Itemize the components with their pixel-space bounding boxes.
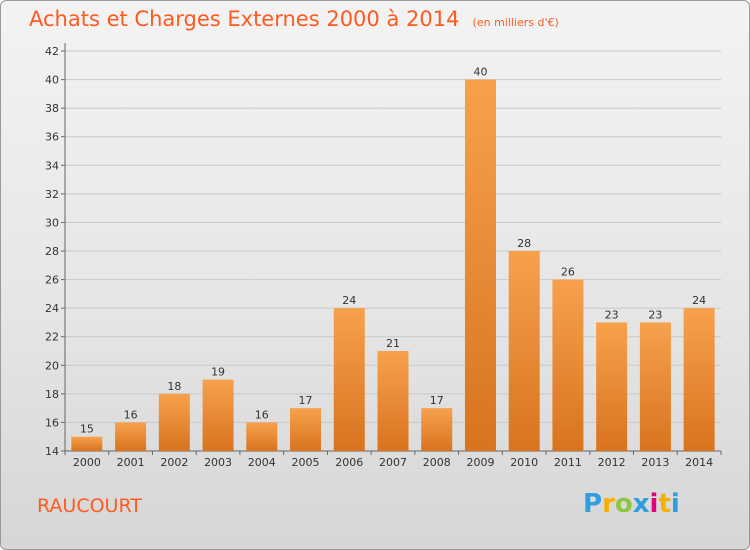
logo-letter: i <box>649 489 659 519</box>
chart-title: Achats et Charges Externes 2000 à 2014 <box>29 7 460 31</box>
chart-title-block: Achats et Charges Externes 2000 à 2014 (… <box>29 7 559 31</box>
x-tick-label: 2014 <box>685 456 713 469</box>
y-tick-label: 40 <box>45 74 59 87</box>
y-tick-label: 34 <box>45 159 59 172</box>
bar <box>115 422 147 451</box>
proxiti-logo: Proxiti <box>583 489 680 519</box>
bar-value-label: 28 <box>517 237 531 250</box>
commune-name: RAUCOURT <box>37 495 142 517</box>
bar-value-label: 26 <box>561 266 575 279</box>
bar-value-label: 24 <box>342 294 356 307</box>
y-tick-label: 22 <box>45 331 59 344</box>
logo-letter: r <box>602 489 615 519</box>
bar-value-label: 15 <box>80 423 94 436</box>
x-tick-label: 2007 <box>379 456 407 469</box>
bar <box>683 308 715 451</box>
bar <box>639 322 671 451</box>
bar <box>290 408 322 451</box>
x-tick-label: 2003 <box>204 456 232 469</box>
bar-value-label: 40 <box>473 66 487 79</box>
bar-value-label: 17 <box>299 394 313 407</box>
y-tick-label: 36 <box>45 131 59 144</box>
bar <box>508 251 540 451</box>
y-tick-label: 14 <box>45 445 59 458</box>
x-tick-label: 2002 <box>160 456 188 469</box>
bar-value-label: 18 <box>167 380 181 393</box>
y-tick-label: 24 <box>45 302 59 315</box>
x-tick-label: 2011 <box>554 456 582 469</box>
bar <box>421 408 453 451</box>
y-tick-label: 20 <box>45 359 59 372</box>
y-tick-label: 18 <box>45 388 59 401</box>
bar <box>552 279 584 451</box>
x-tick-label: 2001 <box>117 456 145 469</box>
logo-letter: o <box>614 489 633 519</box>
bar-value-label: 23 <box>605 308 619 321</box>
bar-value-label: 16 <box>124 408 138 421</box>
bar <box>333 308 365 451</box>
logo-letter: t <box>658 489 671 519</box>
logo-letter: i <box>670 489 680 519</box>
x-tick-label: 2004 <box>248 456 276 469</box>
bar <box>464 79 496 452</box>
x-tick-label: 2010 <box>510 456 538 469</box>
bar-value-label: 16 <box>255 408 269 421</box>
x-tick-label: 2009 <box>466 456 494 469</box>
x-tick-label: 2013 <box>641 456 669 469</box>
chart-unit: (en milliers d'€) <box>472 16 559 29</box>
y-tick-label: 28 <box>45 245 59 258</box>
bar-value-label: 17 <box>430 394 444 407</box>
x-tick-label: 2000 <box>73 456 101 469</box>
y-tick-label: 32 <box>45 188 59 201</box>
bar-value-label: 23 <box>648 308 662 321</box>
y-tick-label: 16 <box>45 416 59 429</box>
bar <box>71 436 103 451</box>
bar-value-label: 21 <box>386 337 400 350</box>
y-tick-label: 26 <box>45 274 59 287</box>
y-tick-label: 38 <box>45 102 59 115</box>
y-tick-label: 30 <box>45 216 59 229</box>
bar <box>202 379 234 451</box>
bar-value-label: 19 <box>211 366 225 379</box>
x-tick-label: 2008 <box>423 456 451 469</box>
bar <box>377 351 409 451</box>
bar <box>596 322 628 451</box>
y-tick-label: 42 <box>45 45 59 58</box>
logo-letter: P <box>583 489 603 519</box>
x-tick-label: 2012 <box>598 456 626 469</box>
bar <box>246 422 278 451</box>
bar <box>158 393 190 451</box>
x-tick-label: 2005 <box>292 456 320 469</box>
logo-letter: x <box>632 489 650 519</box>
x-tick-label: 2006 <box>335 456 363 469</box>
bar-value-label: 24 <box>692 294 706 307</box>
